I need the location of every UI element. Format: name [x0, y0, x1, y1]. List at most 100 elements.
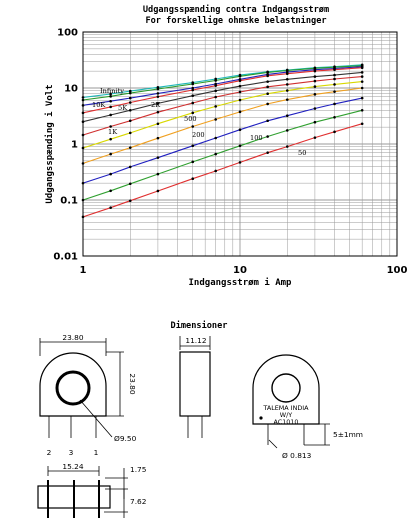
data-point: [191, 94, 195, 97]
data-point: [128, 96, 132, 100]
series-label-1: 10K: [92, 101, 106, 109]
front-width-label: 23.80: [62, 333, 83, 342]
data-point: [156, 102, 160, 105]
data-point: [285, 83, 289, 86]
data-point: [128, 146, 132, 149]
x-tick-label: 100: [387, 265, 408, 276]
data-point: [333, 90, 336, 93]
data-point: [128, 108, 132, 112]
data-point: [266, 71, 269, 74]
data-point: [238, 74, 242, 78]
data-point: [128, 199, 132, 203]
data-point: [313, 69, 317, 73]
data-point: [128, 89, 132, 93]
y-axis-label: Udgangsspænding i Volt: [44, 84, 55, 203]
data-point: [109, 92, 112, 96]
data-point: [191, 160, 195, 164]
data-point: [285, 145, 289, 148]
pin-label-1: 1: [94, 448, 99, 457]
data-point: [128, 165, 132, 169]
chart-title: Udgangsspænding contra Indgangsstrøm: [143, 4, 329, 15]
y-tick-label: 0.01: [53, 252, 78, 263]
data-point: [238, 90, 242, 94]
series-line-0: [82, 64, 363, 98]
data-point: [360, 122, 364, 126]
data-point: [156, 87, 160, 91]
data-point: [191, 111, 195, 115]
front-height-label: 23.80: [128, 373, 137, 394]
data-point: [191, 144, 195, 148]
pin-label-2: 2: [47, 448, 52, 457]
dimensions-title: Dimensioner: [171, 320, 228, 331]
y-tick-label: 10: [64, 84, 78, 95]
data-point: [360, 96, 364, 100]
chart-series: [81, 63, 364, 219]
data-point: [109, 105, 112, 109]
data-point: [360, 80, 364, 83]
wire-diameter-label: Ø 0.813: [282, 451, 312, 460]
data-point: [214, 79, 217, 82]
data-point: [128, 131, 132, 135]
chart-subtitle: For forskellige ohmske belastninger: [145, 15, 326, 26]
series-line-6: [82, 81, 363, 149]
data-point: [109, 152, 112, 156]
y-tick-label: 1: [71, 140, 78, 151]
data-point: [238, 128, 242, 132]
data-point: [266, 119, 269, 123]
data-point: [214, 152, 217, 156]
series-label-3: 2K: [151, 101, 161, 109]
series-label-4: 1K: [108, 128, 118, 136]
data-point: [313, 93, 317, 96]
data-point: [333, 68, 336, 72]
series-line-8: [82, 97, 363, 184]
data-point: [313, 79, 317, 83]
data-point: [156, 136, 160, 140]
data-point: [266, 135, 269, 138]
plot-frame: [82, 31, 398, 257]
data-point: [360, 71, 364, 74]
data-point: [238, 79, 242, 83]
data-point: [128, 182, 132, 186]
data-point: [191, 177, 195, 181]
pin-pitch-label: 15.24: [62, 462, 83, 471]
data-point: [360, 108, 364, 112]
x-axis-label: Indgangsstrøm i Amp: [189, 277, 293, 288]
series-line-7: [82, 87, 363, 164]
data-point: [360, 66, 364, 70]
data-point: [156, 122, 160, 126]
data-point: [266, 92, 269, 96]
pin-label-3: 3: [69, 448, 74, 457]
data-point: [360, 75, 364, 78]
data-point: [214, 95, 217, 99]
data-point: [214, 89, 217, 93]
data-point: [333, 115, 336, 119]
data-point: [109, 113, 112, 117]
series-line-4: [82, 71, 363, 123]
data-point: [156, 156, 160, 159]
data-point: [266, 85, 269, 89]
y-tick-label: 0.1: [60, 196, 78, 207]
data-point: [109, 99, 112, 103]
data-point: [333, 83, 336, 86]
series-line-3: [82, 67, 363, 114]
hole-diameter-label: Ø9.50: [114, 434, 137, 443]
x-tick-label: 1: [80, 265, 87, 276]
series-label-9: 50: [298, 149, 306, 157]
data-point: [109, 172, 112, 176]
data-point: [156, 92, 160, 95]
marking-line-3: AC1010: [274, 418, 299, 426]
data-point: [266, 74, 269, 78]
data-point: [214, 105, 217, 108]
pin-length-label: 7.62: [130, 497, 146, 506]
data-point: [285, 78, 289, 81]
marking-line-1: TALEMA INDIA: [262, 404, 309, 412]
data-point: [109, 206, 112, 209]
data-point: [360, 86, 364, 90]
dimension-drawings: Dimensioner 23.80 23.80 Ø9.50 2 3 1: [37, 320, 363, 518]
data-point: [266, 102, 269, 106]
bottom-view: 15.24 1.75 7.62: [37, 462, 147, 518]
data-point: [333, 73, 336, 77]
data-point: [313, 120, 317, 124]
data-point: [109, 125, 112, 128]
data-point: [333, 130, 336, 134]
